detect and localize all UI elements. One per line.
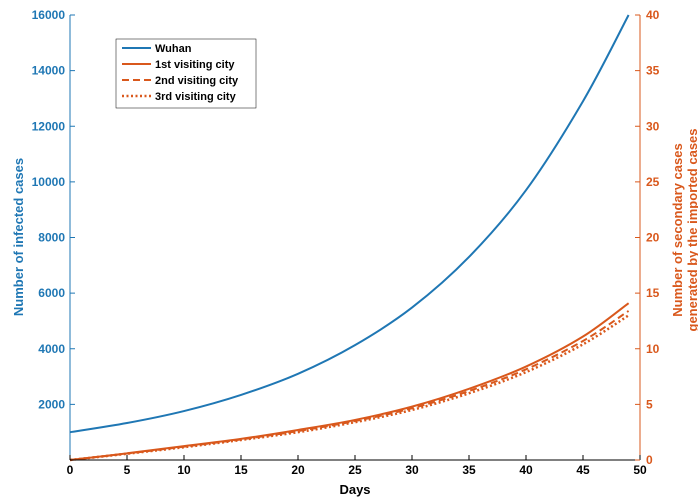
y-right-tick-label: 0 bbox=[646, 453, 653, 467]
y-right-tick-label: 30 bbox=[646, 119, 660, 133]
y-left-tick-label: 2000 bbox=[38, 397, 65, 411]
x-axis-title: Days bbox=[339, 482, 370, 497]
legend-label-wuhan: Wuhan bbox=[155, 43, 192, 55]
x-tick-label: 50 bbox=[633, 463, 647, 477]
x-tick-label: 45 bbox=[576, 463, 590, 477]
x-tick-label: 15 bbox=[234, 463, 248, 477]
x-tick-label: 30 bbox=[405, 463, 419, 477]
y-right-tick-label: 35 bbox=[646, 64, 660, 78]
y-right-tick-label: 40 bbox=[646, 8, 660, 22]
x-tick-label: 25 bbox=[348, 463, 362, 477]
series-line-2 bbox=[69, 310, 630, 461]
y-left-tick-label: 8000 bbox=[38, 231, 65, 245]
legend: Wuhan 1st visiting city 2nd visiting cit… bbox=[115, 38, 257, 109]
legend-label-city3: 3rd visiting city bbox=[155, 91, 237, 103]
y-right-axis-title-line2: generated by the imported cases bbox=[685, 128, 698, 331]
y-left-tick-label: 6000 bbox=[38, 286, 65, 300]
y-left-tick-label: 12000 bbox=[32, 119, 66, 133]
x-tick-label: 40 bbox=[519, 463, 533, 477]
y-right-tick-label: 5 bbox=[646, 397, 653, 411]
y-right-axis-title-line1: Number of secondary cases bbox=[670, 143, 685, 316]
y-right-tick-label: 15 bbox=[646, 286, 660, 300]
y-left-tick-label: 14000 bbox=[32, 64, 66, 78]
y-right-tick-label: 25 bbox=[646, 175, 660, 189]
series-layer bbox=[69, 14, 630, 462]
y-right-tick-label: 20 bbox=[646, 231, 660, 245]
y-left-tick-label: 10000 bbox=[32, 175, 66, 189]
legend-label-city2: 2nd visiting city bbox=[155, 75, 239, 87]
y-right-tick-label: 10 bbox=[646, 342, 660, 356]
x-tick-label: 0 bbox=[67, 463, 74, 477]
y-left-tick-label: 4000 bbox=[38, 342, 65, 356]
x-tick-label: 35 bbox=[462, 463, 476, 477]
ticks-layer: 0 5 10 15 20 25 30 35 40 45 5020004000600080001000… bbox=[32, 8, 660, 477]
series-line-0 bbox=[69, 14, 630, 434]
y-left-axis-title: Number of infected cases bbox=[11, 158, 26, 316]
y-left-tick-label: 16000 bbox=[32, 8, 66, 22]
x-tick-label: 20 bbox=[291, 463, 305, 477]
legend-label-city1: 1st visiting city bbox=[155, 59, 235, 71]
x-tick-label: 5 bbox=[124, 463, 131, 477]
legend-box bbox=[115, 38, 257, 109]
x-tick-label: 10 bbox=[177, 463, 191, 477]
